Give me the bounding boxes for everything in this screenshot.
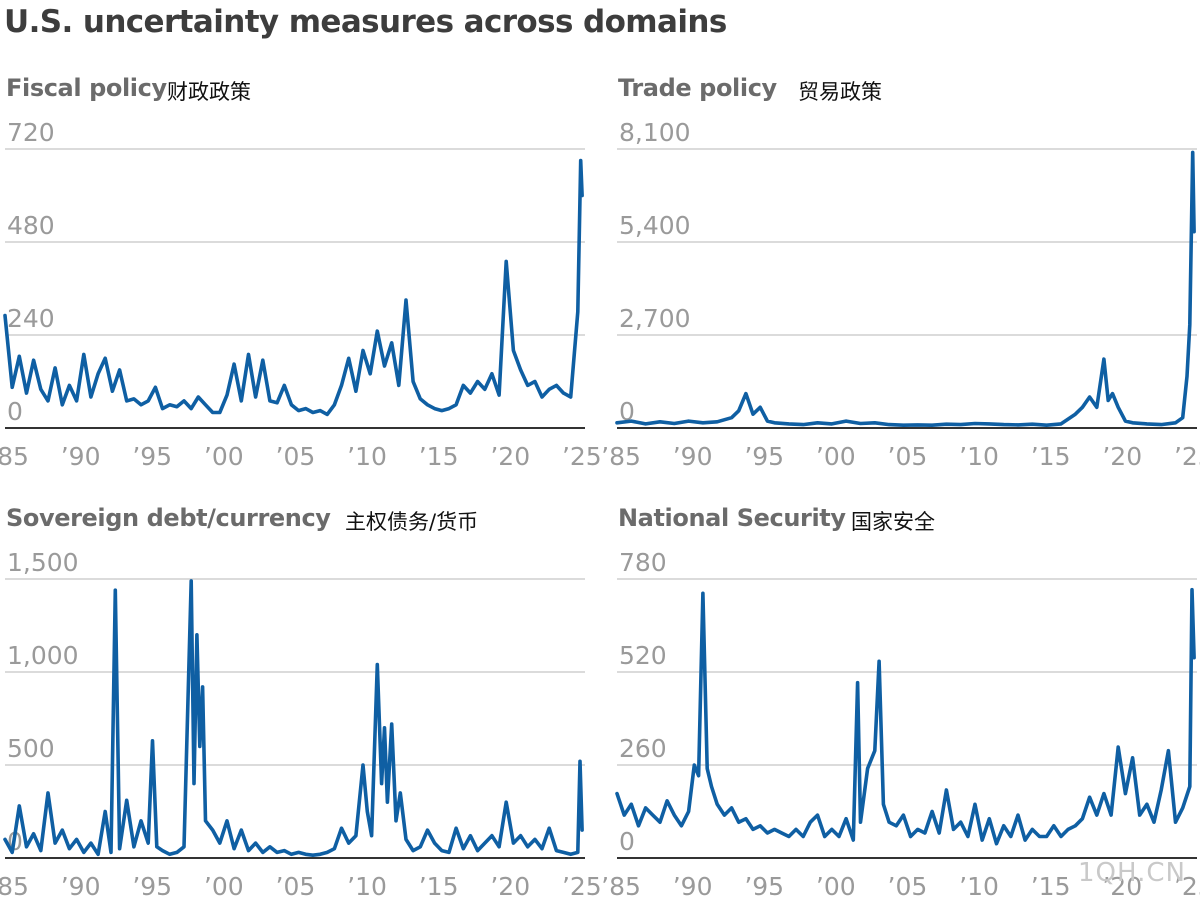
x-tick-label: ’90 (673, 872, 713, 901)
x-tick-label: ’95 (132, 442, 172, 471)
x-tick-label: ’00 (204, 872, 244, 901)
series-line (3, 158, 584, 417)
chart-title-chinese: 贸易政策 (798, 80, 882, 104)
x-tick-label: ’25 (562, 872, 602, 901)
x-tick-label: ’05 (888, 442, 928, 471)
x-tick-label: ’85 (0, 442, 29, 471)
chart-panel-national-security: National Security 国家安全 0 260 520 780 ’85 ’90 ’… (601, 504, 1200, 924)
y-tick-label: 720 (7, 118, 55, 147)
y-tick-label: 780 (619, 548, 667, 577)
y-tick-label: 2,700 (619, 304, 691, 333)
x-tick-label: ’05 (276, 442, 316, 471)
x-tick-label: ’15 (419, 442, 459, 471)
chart-title-chinese: 国家安全 (851, 510, 935, 534)
chart-panel-fiscal: Fiscal policy 财政政策 0 240 480 720 ’85 ’90 ’95 ’0… (0, 74, 602, 494)
x-tick-label: ’90 (673, 442, 713, 471)
x-tick-label: ’95 (744, 442, 784, 471)
chart-svg: 0 2,700 5,400 8,100 ’85 ’90 ’95 ’00 ’05 ’10 ’15 ’20… (601, 118, 1200, 471)
chart-title: Fiscal policy (6, 74, 167, 102)
x-tick-label: ’20 (1102, 442, 1142, 471)
x-tick-label: ’95 (132, 872, 172, 901)
x-tick-label: ’10 (959, 872, 999, 901)
chart-panel-sovereign-debt: Sovereign debt/currency 主权债务/货币 0 500 1,00… (0, 504, 602, 924)
watermark: 1QH.CN (1078, 858, 1186, 888)
x-tick-label: ’90 (61, 442, 101, 471)
x-tick-label: ’90 (61, 872, 101, 901)
x-tick-label: ’85 (601, 442, 641, 471)
chart-title: Trade policy (618, 74, 777, 102)
x-tick-label: ’20 (490, 442, 530, 471)
y-tick-label: 480 (7, 211, 55, 240)
x-tick-label: ’25 (562, 442, 602, 471)
x-tick-label: ’20 (1102, 872, 1142, 901)
x-tick-label: ’05 (888, 872, 928, 901)
x-tick-label: ’25 (1174, 872, 1200, 901)
x-tick-label: ’00 (816, 872, 856, 901)
y-tick-label: 0 (619, 827, 635, 856)
x-tick-label: ’85 (0, 872, 29, 901)
y-tick-label: 1,500 (7, 548, 79, 577)
chart-title: National Security (618, 504, 846, 532)
y-tick-label: 8,100 (619, 118, 691, 147)
y-tick-label: 5,400 (619, 211, 691, 240)
page-title: U.S. uncertainty measures across domains (4, 4, 727, 40)
x-tick-label: ’25 (1174, 442, 1200, 471)
chart-title-chinese: 财政政策 (167, 80, 251, 104)
x-tick-label: ’00 (816, 442, 856, 471)
y-tick-label: 0 (619, 397, 635, 426)
x-tick-label: ’10 (959, 442, 999, 471)
x-tick-label: ’15 (419, 872, 459, 901)
x-tick-label: ’10 (347, 872, 387, 901)
y-tick-label: 0 (7, 397, 23, 426)
chart-svg: 0 240 480 720 ’85 ’90 ’95 ’00 ’05 ’10 ’15 ’20 ’25 (0, 118, 602, 471)
chart-title-chinese: 主权债务/货币 (345, 510, 479, 534)
y-tick-label: 240 (7, 304, 55, 333)
x-tick-label: ’15 (1031, 442, 1071, 471)
x-tick-label: ’05 (276, 872, 316, 901)
x-tick-label: ’00 (204, 442, 244, 471)
y-tick-label: 520 (619, 641, 667, 670)
y-tick-label: 500 (7, 734, 55, 763)
chart-svg: 0 260 520 780 ’85 ’90 ’95 ’00 ’05 ’10 ’15 ’20 ’25 (601, 548, 1200, 901)
series-line (615, 150, 1196, 428)
x-tick-label: ’95 (744, 872, 784, 901)
series-line (3, 579, 584, 858)
chart-panel-trade: Trade policy 贸易政策 0 2,700 5,400 8,100 ’85 ’90… (601, 74, 1200, 494)
x-tick-label: ’10 (347, 442, 387, 471)
series-line (615, 587, 1196, 846)
x-tick-label: ’15 (1031, 872, 1071, 901)
x-tick-label: ’85 (601, 872, 641, 901)
chart-svg: 05001,0001,500’85’90’95’00’05’10’15’20’2… (0, 548, 602, 901)
chart-title: Sovereign debt/currency (6, 504, 331, 532)
y-tick-label: 1,000 (7, 641, 79, 670)
x-tick-label: ’20 (490, 872, 530, 901)
y-tick-label: 260 (619, 734, 667, 763)
